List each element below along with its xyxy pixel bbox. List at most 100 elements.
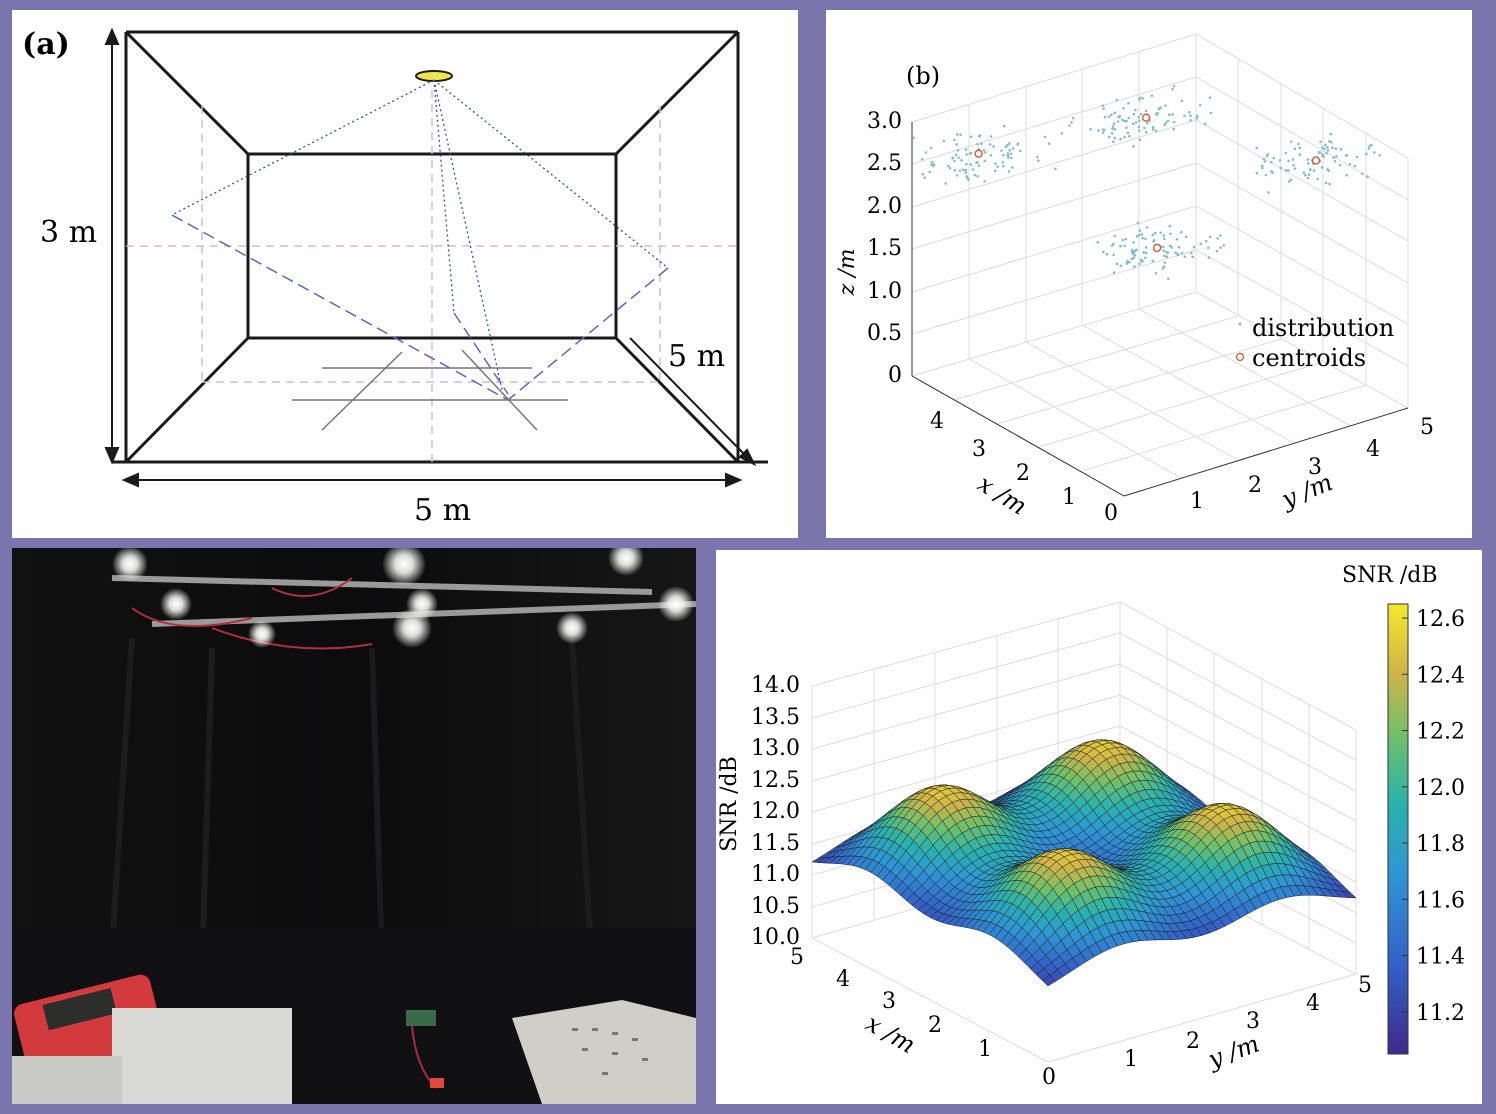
distribution-point — [1008, 142, 1011, 145]
distribution-point — [1192, 245, 1196, 249]
distribution-point — [1312, 169, 1316, 172]
distribution-point — [1332, 156, 1336, 160]
distribution-point — [928, 170, 932, 174]
colorbar-title: SNR /dB — [1342, 563, 1438, 588]
centroid-scatter-panel: (b) — [826, 10, 1472, 538]
colorbar-tick-label: 12.0 — [1416, 776, 1465, 801]
distribution-point — [1144, 109, 1148, 113]
distribution-point — [1135, 235, 1139, 238]
distribution-point — [1151, 259, 1155, 263]
distribution-point — [1287, 159, 1290, 163]
distribution-point — [1284, 151, 1288, 155]
distribution-point — [1195, 114, 1199, 118]
distribution-point — [1198, 103, 1202, 107]
distribution-point — [1101, 104, 1105, 107]
distribution-point — [1132, 241, 1135, 244]
z-tick: 2.0 — [867, 194, 902, 219]
distribution-point — [1113, 136, 1117, 140]
distribution-point — [1128, 260, 1131, 264]
colorbar-tick-label: 11.6 — [1416, 888, 1465, 913]
distribution-point — [1070, 121, 1073, 124]
distribution-point — [1141, 259, 1144, 263]
distribution-point — [957, 156, 960, 159]
distribution-point — [1155, 112, 1159, 115]
distribution-point — [1328, 182, 1331, 186]
distribution-point — [1133, 265, 1136, 268]
legend: distribution centroids — [1235, 314, 1394, 372]
ceiling-leds — [112, 548, 694, 648]
distribution-point — [1222, 244, 1226, 247]
distribution-point — [1047, 142, 1051, 145]
distribution-point — [1110, 132, 1114, 135]
cables — [131, 577, 373, 650]
x-tick: 2 — [928, 1013, 942, 1038]
distribution-point — [1006, 143, 1009, 147]
distribution-point — [994, 162, 997, 165]
distribution-point — [1110, 113, 1113, 116]
distribution-point — [1287, 180, 1291, 183]
panel-a-label: (a) — [22, 27, 70, 62]
distribution-point — [969, 135, 973, 139]
distribution-point — [1163, 123, 1166, 127]
x-tick: 4 — [836, 967, 850, 992]
distribution-point — [1265, 154, 1269, 158]
y-tick: 5 — [1420, 415, 1434, 440]
width-label: 5 m — [414, 493, 471, 528]
distribution-point — [989, 135, 993, 138]
distribution-point — [983, 159, 987, 163]
distribution-point — [964, 148, 968, 151]
distribution-point — [1001, 153, 1005, 157]
distribution-point — [1159, 231, 1162, 234]
distribution-point — [1138, 98, 1141, 101]
distribution-point — [1118, 114, 1122, 118]
distribution-point — [976, 142, 979, 146]
x-tick: 4 — [930, 409, 944, 434]
distribution-point — [1139, 112, 1143, 116]
distribution-point — [1325, 151, 1328, 155]
distribution-point — [1123, 244, 1126, 248]
distribution-point — [1319, 140, 1322, 144]
distribution-point — [1169, 232, 1172, 236]
y-tick: 3 — [1246, 1009, 1260, 1034]
distribution-point — [1168, 224, 1172, 228]
distribution-point — [1102, 128, 1105, 131]
legend-centroids-label: centroids — [1252, 344, 1366, 372]
distribution-point — [1137, 129, 1141, 132]
y-tick: 3 — [1308, 455, 1322, 480]
axis-lines — [911, 122, 1409, 497]
distribution-point — [1302, 171, 1306, 174]
distribution-point — [1218, 234, 1222, 237]
distribution-point — [1011, 147, 1015, 150]
distribution-point — [1151, 125, 1155, 129]
distribution-point — [1112, 253, 1115, 257]
distribution-point — [1096, 240, 1100, 244]
z-tick: 12.5 — [751, 768, 800, 793]
distribution-point — [929, 146, 933, 150]
colorbar-tick-label: 12.4 — [1416, 663, 1465, 688]
distribution-point — [1215, 249, 1219, 253]
distribution-point — [1170, 246, 1174, 249]
distribution-point — [1326, 146, 1329, 149]
distribution-point — [1130, 257, 1134, 261]
distribution-point — [1291, 158, 1295, 161]
z-tick-labels: 0 0.5 1.0 1.5 2.0 2.5 3.0 — [867, 109, 902, 388]
distribution-point — [1298, 153, 1301, 157]
distribution-point — [1378, 154, 1382, 157]
distribution-point — [1174, 251, 1177, 254]
distribution-point — [1279, 166, 1283, 170]
distribution-point — [923, 176, 926, 179]
z-axis-label: SNR /dB — [717, 756, 742, 852]
legend-centroid-marker — [1235, 352, 1245, 362]
distribution-point — [1180, 99, 1184, 103]
lab-setup-photo — [12, 548, 696, 1104]
distribution-point — [1289, 140, 1293, 143]
distribution-point — [964, 171, 968, 174]
distribution-point — [1297, 142, 1300, 146]
distribution-point — [1338, 163, 1342, 167]
distribution-point — [1144, 256, 1147, 260]
distribution-point — [930, 163, 933, 166]
x-tick: 3 — [882, 989, 896, 1014]
distribution-point — [1146, 121, 1149, 125]
distribution-point — [1006, 156, 1010, 159]
distribution-point — [1137, 125, 1141, 128]
